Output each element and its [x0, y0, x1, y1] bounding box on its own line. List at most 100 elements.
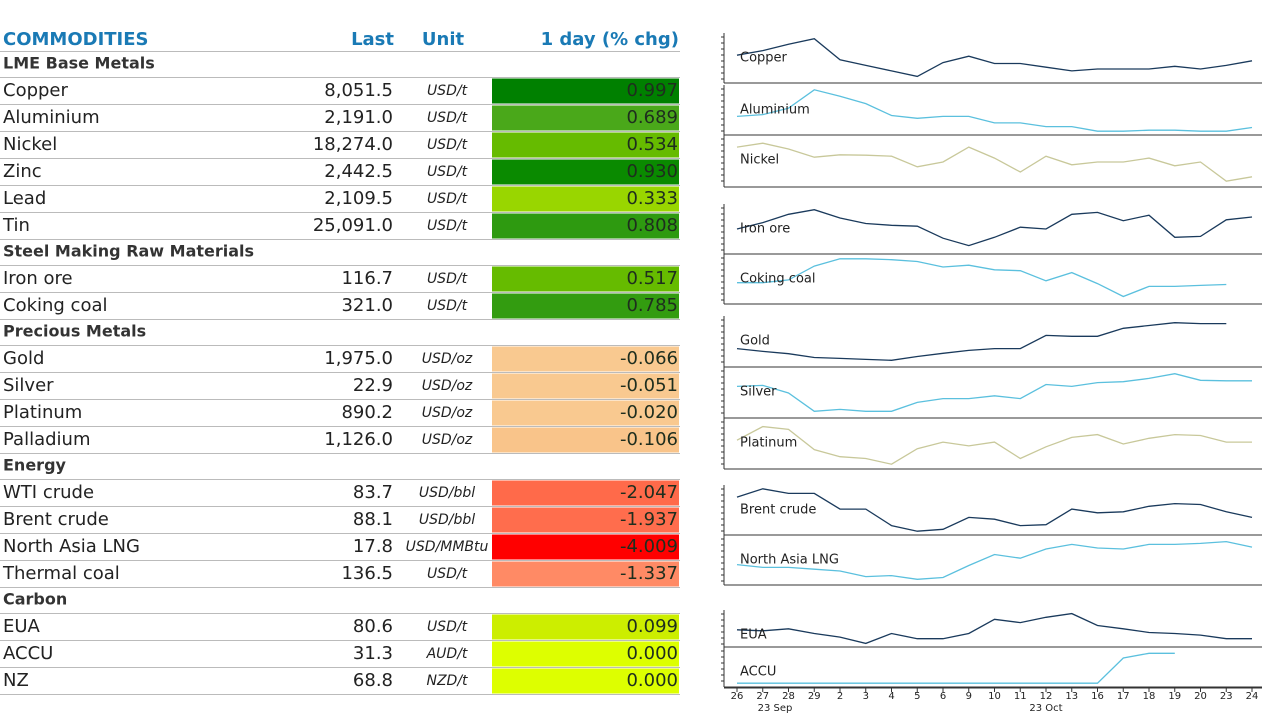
last-price: 25,091.0 [313, 215, 393, 236]
sparkline-label: Copper [740, 51, 788, 66]
month-label: 23 Oct [1029, 703, 1062, 714]
sparkline [736, 425, 1252, 465]
last-price: 321.0 [341, 295, 393, 316]
sparkline-label: Brent crude [740, 503, 816, 518]
sparkline-label: Nickel [740, 153, 779, 168]
column-header: Unit [422, 29, 465, 50]
change-cell [492, 213, 679, 239]
change-cell [492, 561, 679, 587]
x-tick-label: 18 [1143, 691, 1156, 702]
last-price: 890.2 [341, 402, 393, 423]
unit: USD/oz [422, 378, 473, 394]
sparkline [736, 209, 1253, 247]
x-tick-label: 29 [808, 691, 821, 702]
last-price: 116.7 [341, 268, 393, 289]
unit: USD/t [427, 619, 468, 635]
unit: USD/t [427, 110, 468, 126]
sparkline [736, 142, 1253, 182]
sparkline-label: EUA [740, 628, 767, 643]
change-cell [492, 159, 679, 185]
commodity-name: Platinum [3, 402, 82, 423]
section-title: Carbon [3, 590, 67, 609]
change-value: 0.099 [626, 616, 678, 637]
sparkline [736, 612, 1252, 645]
last-price: 68.8 [353, 670, 393, 691]
section-title: Energy [3, 456, 67, 475]
sparkline-label: Coking coal [740, 272, 815, 287]
commodity-name: Nickel [3, 134, 57, 155]
unit: NZD/t [426, 673, 468, 689]
unit: USD/t [427, 137, 468, 153]
sparkline-label: Gold [740, 334, 770, 349]
unit: USD/MMBtu [406, 539, 489, 555]
x-tick-label: 12 [1040, 691, 1053, 702]
unit: USD/t [427, 164, 468, 180]
unit: USD/oz [422, 432, 473, 448]
unit: USD/t [427, 218, 468, 234]
commodity-name: Palladium [3, 429, 90, 450]
change-value: 0.930 [626, 161, 678, 182]
unit: USD/t [427, 566, 468, 582]
commodity-name: Silver [3, 375, 54, 396]
unit: USD/t [427, 298, 468, 314]
last-price: 83.7 [353, 482, 393, 503]
last-price: 80.6 [353, 616, 393, 637]
change-cell [492, 427, 679, 453]
x-tick-label: 20 [1194, 691, 1207, 702]
change-cell [492, 186, 679, 212]
sparkline [737, 652, 1175, 684]
change-value: -0.020 [620, 402, 678, 423]
sparkline [736, 488, 1253, 532]
unit: USD/t [427, 83, 468, 99]
section-title: Steel Making Raw Materials [3, 242, 254, 261]
x-tick-label: 16 [1091, 691, 1104, 702]
month-label: 23 Sep [758, 703, 793, 714]
unit: USD/bbl [419, 485, 475, 501]
change-cell [492, 507, 679, 533]
change-cell [492, 641, 679, 667]
section-title: LME Base Metals [3, 54, 155, 73]
commodity-name: Thermal coal [2, 563, 120, 584]
unit: USD/oz [422, 351, 473, 367]
sparkline [736, 373, 1252, 412]
x-tick-label: 10 [988, 691, 1001, 702]
sparkline-label: North Asia LNG [740, 553, 839, 568]
last-price: 1,126.0 [324, 429, 393, 450]
last-price: 2,109.5 [324, 188, 393, 209]
change-value: 0.517 [626, 268, 678, 289]
change-cell [492, 400, 679, 426]
commodity-name: Coking coal [3, 295, 108, 316]
last-price: 2,442.5 [324, 161, 393, 182]
commodity-name: WTI crude [3, 482, 94, 503]
change-cell [492, 480, 679, 506]
sparkline-label: ACCU [740, 665, 776, 680]
last-price: 31.3 [353, 643, 393, 664]
commodity-name: Aluminium [3, 107, 100, 128]
column-header: Last [351, 29, 394, 50]
sparkline-label: Platinum [740, 436, 797, 451]
commodity-name: Zinc [3, 161, 42, 182]
x-tick-label: 2 [837, 691, 843, 702]
sparkline [736, 322, 1227, 361]
change-cell [492, 614, 679, 640]
change-value: 0.000 [626, 670, 678, 691]
change-value: 0.000 [626, 643, 678, 664]
last-price: 18,274.0 [313, 134, 393, 155]
commodity-name: North Asia LNG [3, 536, 140, 557]
change-cell [492, 132, 679, 158]
x-tick-label: 23 [1220, 691, 1233, 702]
sparkline [736, 89, 1253, 132]
sparkline-label: Aluminium [740, 103, 810, 118]
change-value: -1.937 [620, 509, 678, 530]
section-title: Precious Metals [3, 322, 146, 341]
commodity-name: Lead [3, 188, 46, 209]
x-tick-label: 11 [1014, 691, 1027, 702]
change-cell [492, 668, 679, 694]
last-price: 1,975.0 [324, 348, 393, 369]
change-value: -4.009 [620, 536, 678, 557]
x-tick-label: 17 [1117, 691, 1130, 702]
unit: USD/oz [422, 405, 473, 421]
x-tick-label: 27 [756, 691, 769, 702]
x-tick-label: 28 [782, 691, 795, 702]
table-title: COMMODITIES [3, 29, 149, 50]
